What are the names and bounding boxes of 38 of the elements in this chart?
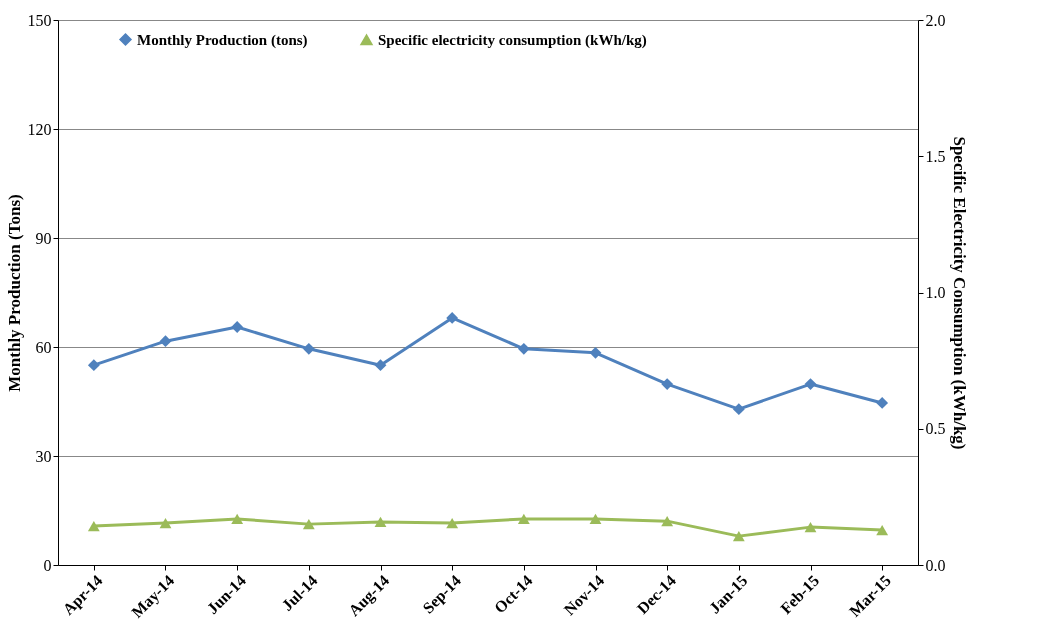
point: [446, 312, 459, 324]
y2-tick-label: 0.5: [925, 420, 946, 438]
y-tick-label: 60: [35, 338, 52, 356]
point: [661, 378, 674, 390]
y2-tick-label: 0.0: [925, 556, 946, 574]
point: [302, 519, 315, 530]
legend-label: Monthly Production (tons): [137, 31, 308, 49]
point: [374, 359, 387, 372]
y-axis-title: Monthly Production (Tons): [4, 194, 24, 392]
y-tick-label: 120: [27, 120, 52, 138]
point: [661, 516, 674, 527]
point: [732, 530, 745, 542]
y2-tick-label: 1.5: [925, 147, 946, 165]
point: [159, 517, 172, 529]
y-tick-label: 30: [35, 447, 52, 465]
point: [804, 378, 817, 390]
point: [374, 516, 387, 528]
point: [517, 513, 530, 525]
point: [87, 520, 100, 532]
point: [231, 321, 244, 333]
point: [302, 342, 315, 355]
point: [804, 522, 817, 533]
y2-tick-label: 1.0: [925, 284, 946, 301]
y2-axis-title: Specific Electricity Consumption (kWh/kg): [949, 136, 969, 450]
point: [87, 359, 100, 372]
point: [589, 513, 602, 525]
point: [876, 525, 889, 536]
y-tick-label: 90: [35, 229, 52, 247]
point: [517, 342, 530, 355]
y2-tick-label: 2.0: [925, 11, 946, 29]
point: [732, 403, 745, 416]
y-tick-label: 0: [43, 556, 52, 574]
point: [876, 397, 889, 409]
point: [159, 335, 172, 348]
point: [446, 517, 459, 529]
point: [231, 513, 244, 525]
y-tick-label: 150: [27, 11, 52, 29]
legend-label: Specific electricity consumption (kWh/kg): [378, 31, 647, 49]
